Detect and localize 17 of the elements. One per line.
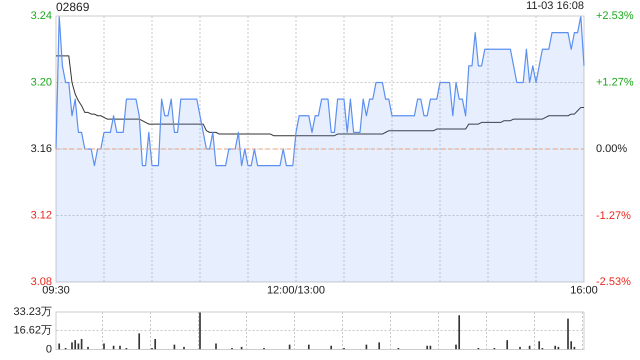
y2-tick-label: -1.27% — [596, 210, 632, 222]
y2-tick-label: 0.00% — [596, 143, 628, 156]
chart-title: 02869 — [56, 0, 90, 14]
y-tick-label: 3.12 — [30, 210, 52, 222]
x-tick-label: 16:00 — [570, 284, 598, 297]
y-tick-label: 16.62万 — [13, 324, 52, 337]
y-tick-label: 33.23万 — [13, 306, 52, 318]
y-tick-label: 3.20 — [30, 76, 52, 89]
text: 11-03 16:08 — [526, 0, 584, 12]
x-tick-label: 12:00/13:00 — [266, 284, 326, 297]
y2-tick-label: +1.27% — [596, 76, 634, 88]
x-tick-label: 09:30 — [42, 284, 70, 297]
y2-tick-label: -2.53% — [596, 276, 632, 288]
y-tick-label: 0 — [46, 343, 52, 356]
y-tick-label: 3.16 — [30, 143, 52, 156]
y2-tick-label: +2.53% — [596, 10, 634, 22]
y-tick-label: 3.24 — [30, 10, 52, 22]
